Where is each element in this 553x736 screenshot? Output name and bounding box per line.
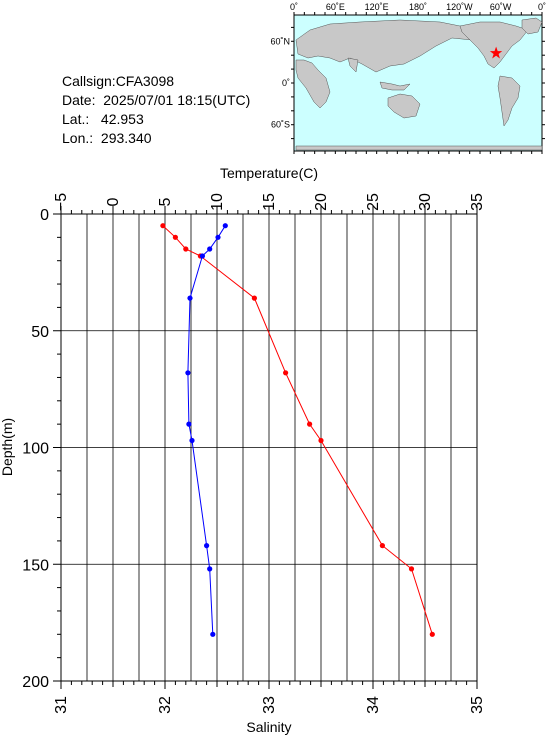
salinity-tick-label: 32 — [157, 696, 174, 714]
temperature-line — [162, 225, 433, 635]
station-info: Callsign:CFA3098 Date: 2025/07/01 18:15(… — [62, 72, 250, 148]
salinity-tick-label: 34 — [365, 696, 382, 714]
plot-area — [61, 214, 477, 681]
temperature-point — [307, 421, 313, 427]
salinity-point — [207, 246, 213, 252]
salinity-tick-label: 33 — [261, 696, 278, 714]
temperature-point — [160, 223, 166, 229]
land-south-america — [497, 75, 521, 127]
land-africa — [295, 59, 331, 109]
map-lon-label: 120˚W — [446, 2, 473, 12]
map-ticks — [291, 12, 545, 154]
map-lat-label: 60˚S — [271, 120, 290, 130]
date-text: Date: 2025/07/01 18:15(UTC) — [62, 92, 251, 108]
map-lon-label: 180˚ — [409, 2, 427, 12]
land-australia — [387, 93, 421, 119]
land-indonesia — [379, 81, 411, 91]
salinity-tick-label: 31 — [53, 696, 70, 714]
depth-tick-label: 100 — [22, 441, 49, 458]
grid — [61, 214, 477, 681]
temperature-point — [429, 631, 435, 637]
salinity-point — [215, 234, 221, 240]
map-lon-label: 60˚W — [490, 2, 512, 12]
salinity-point — [210, 631, 216, 637]
temperature-point — [379, 543, 385, 549]
map-lon-label: 120˚E — [365, 2, 389, 12]
temperature-tick-label: 25 — [365, 193, 382, 211]
salinity-point — [187, 295, 193, 301]
temperature-tick-label: 20 — [313, 193, 330, 211]
map-lat-label: 60˚N — [270, 36, 290, 46]
temperature-point — [197, 253, 203, 259]
salinity-point — [207, 566, 213, 572]
callsign-text: Callsign:CFA3098 — [62, 73, 175, 89]
lon-text: Lon.: 293.340 — [62, 130, 152, 146]
temperature-tick-label: 0 — [105, 197, 122, 206]
temperature-point — [283, 370, 289, 376]
map-lon-label: 0˚ — [538, 2, 546, 12]
plot-frame — [60, 213, 478, 682]
temperature-axis: −5 0 5 10 15 20 25 30 35 — [53, 193, 486, 214]
temperature-point — [318, 437, 324, 444]
land-europe-asia — [295, 19, 485, 73]
temperature-tick-label: 15 — [261, 193, 278, 211]
map-lat-label: 0˚ — [282, 78, 290, 88]
salinity-point — [199, 253, 205, 259]
world-map: 0˚ 60˚E 120˚E 180˚ 120˚W 60˚W 0˚ 60˚N 0˚ 60˚S — [270, 2, 546, 154]
depth-axis-label: Depth(m) — [0, 418, 15, 476]
salinity-point — [222, 223, 228, 229]
land-india — [347, 57, 359, 73]
temperature-tick-label: −5 — [53, 193, 70, 211]
salinity-point — [189, 437, 195, 444]
station-marker — [489, 46, 503, 59]
depth-tick-label: 200 — [22, 674, 49, 691]
land-antarctica — [295, 145, 543, 151]
map-land — [295, 17, 543, 151]
salinity-point — [186, 421, 192, 427]
temperature-point — [172, 234, 178, 240]
salinity-point — [204, 543, 210, 549]
temperature-axis-label: Temperature(C) — [220, 165, 318, 181]
depth-tick-label: 150 — [22, 557, 49, 574]
temperature-tick-label: 5 — [157, 197, 174, 206]
map-lon-label: 60˚E — [326, 2, 345, 12]
map-left-labels: 60˚N 0˚ 60˚S — [270, 36, 290, 129]
series-group — [160, 223, 435, 637]
temperature-point — [408, 566, 415, 572]
map-lon-label: 0˚ — [290, 2, 298, 12]
depth-tick-label: 0 — [40, 207, 49, 224]
salinity-tick-label: 35 — [469, 696, 486, 714]
temperature-point — [183, 246, 189, 252]
map-top-labels: 0˚ 60˚E 120˚E 180˚ 120˚W 60˚W 0˚ — [290, 2, 546, 12]
depth-axis: 0 50 100 150 200 — [22, 207, 61, 691]
land-north-america — [459, 21, 529, 69]
salinity-point — [185, 370, 191, 376]
temperature-tick-label: 30 — [417, 193, 434, 211]
lat-text: Lat.: 42.953 — [62, 111, 144, 127]
salinity-axis-label: Salinity — [246, 719, 291, 735]
salinity-axis: 31 32 33 34 35 — [53, 681, 486, 714]
station-marker-star — [489, 46, 503, 59]
temperature-tick-label: 35 — [469, 193, 486, 211]
temperature-tick-label: 10 — [209, 193, 226, 211]
depth-tick-label: 50 — [31, 324, 49, 341]
temperature-point — [251, 295, 257, 301]
land-greenland — [521, 17, 543, 35]
salinity-line — [187, 225, 226, 635]
